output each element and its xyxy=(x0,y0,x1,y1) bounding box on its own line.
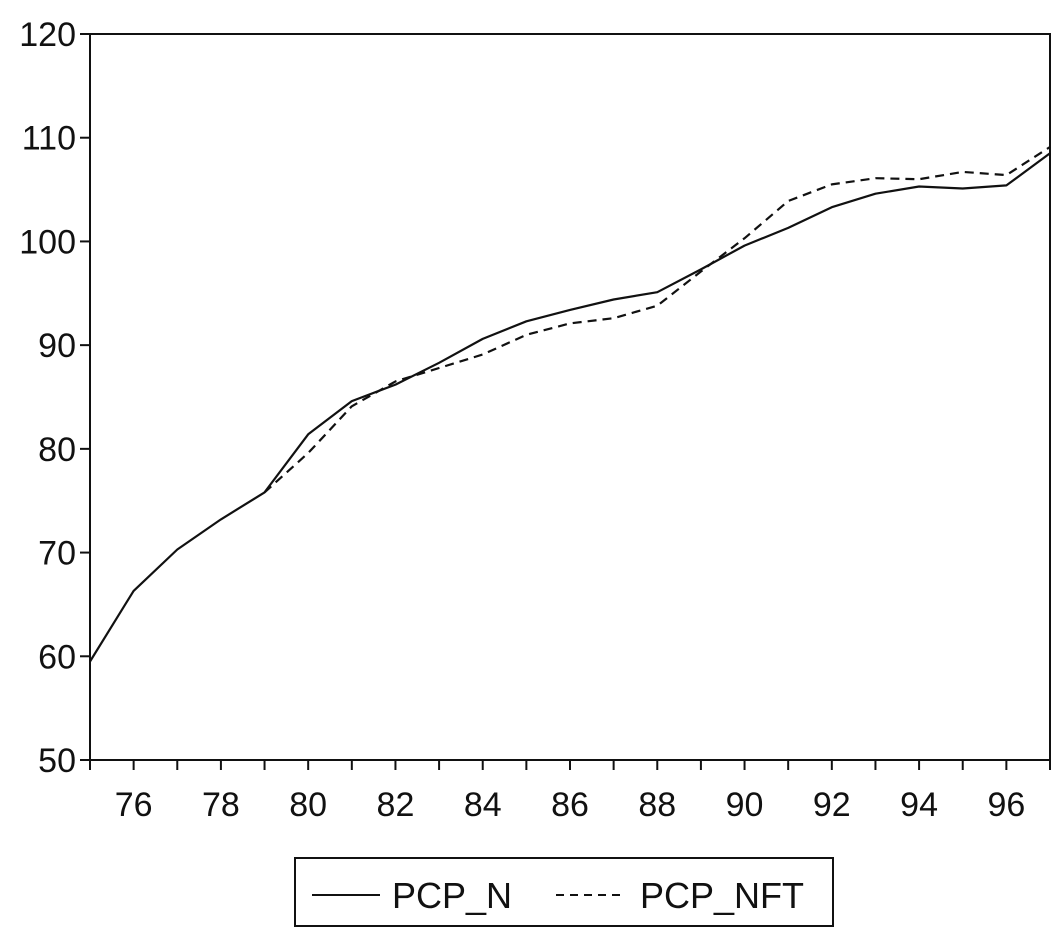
y-tick-label: 110 xyxy=(22,120,76,158)
legend: PCP_N PCP_NFT xyxy=(294,857,834,927)
x-tick-label: 82 xyxy=(377,786,415,824)
legend-box xyxy=(294,857,834,927)
plot-frame xyxy=(89,33,1051,761)
series-line-pcp-nft xyxy=(263,146,1051,494)
x-tick-label: 78 xyxy=(202,786,240,824)
x-tick-label: 92 xyxy=(813,786,851,824)
x-tick-label: 96 xyxy=(987,786,1025,824)
y-tick-label: 100 xyxy=(19,223,76,261)
x-tick-label: 88 xyxy=(638,786,676,824)
x-tick-label: 80 xyxy=(289,786,327,824)
x-tick-label: 90 xyxy=(726,786,764,824)
y-tick-label: 50 xyxy=(38,742,76,780)
x-tick-label: 86 xyxy=(551,786,589,824)
y-tick-label: 120 xyxy=(19,16,76,54)
y-tick-label: 80 xyxy=(38,431,76,469)
x-axis: 76 78 80 82 84 86 88 90 92 94 96 xyxy=(89,760,1051,824)
series-layer xyxy=(89,146,1051,663)
series-line-pcp-n xyxy=(89,152,1051,663)
x-tick-label: 94 xyxy=(900,786,938,824)
x-tick-label: 76 xyxy=(115,786,153,824)
y-tick-label: 90 xyxy=(38,327,76,365)
x-tick-label: 84 xyxy=(464,786,502,824)
y-tick-label: 70 xyxy=(38,535,76,573)
y-tick-label: 60 xyxy=(38,638,76,676)
legend-label-pcp-n: PCP_N xyxy=(392,875,512,916)
y-axis: 50 60 70 80 90 100 110 120 xyxy=(19,16,90,780)
legend-label-pcp-nft: PCP_NFT xyxy=(640,875,804,916)
